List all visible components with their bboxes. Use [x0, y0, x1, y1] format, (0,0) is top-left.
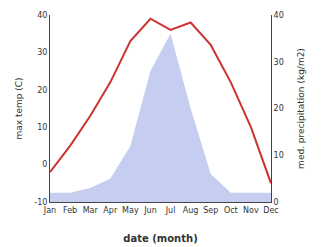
svg-text:10: 10: [274, 151, 284, 160]
svg-text:Jul: Jul: [165, 206, 176, 215]
svg-text:Sep: Sep: [203, 206, 218, 215]
svg-text:40: 40: [274, 11, 284, 20]
svg-text:10: 10: [37, 123, 47, 132]
svg-text:20: 20: [37, 86, 47, 95]
svg-text:Apr: Apr: [103, 206, 118, 215]
svg-text:May: May: [122, 206, 139, 215]
svg-text:Mar: Mar: [83, 206, 99, 215]
svg-text:max temp (C): max temp (C): [14, 77, 24, 139]
svg-text:Nov: Nov: [243, 206, 259, 215]
svg-text:Feb: Feb: [63, 206, 77, 215]
svg-text:Dec: Dec: [263, 206, 278, 215]
svg-text:30: 30: [37, 48, 47, 57]
svg-text:med. precipitation (kg/m2): med. precipitation (kg/m2): [296, 48, 306, 169]
svg-text:-10: -10: [34, 198, 47, 207]
svg-text:Oct: Oct: [224, 206, 238, 215]
svg-text:0: 0: [42, 160, 47, 169]
svg-text:40: 40: [37, 11, 47, 20]
svg-text:Jan: Jan: [43, 206, 56, 215]
svg-text:30: 30: [274, 58, 284, 67]
svg-text:Jun: Jun: [143, 206, 157, 215]
svg-text:0: 0: [274, 198, 279, 207]
svg-text:Aug: Aug: [183, 206, 199, 215]
svg-text:20: 20: [274, 104, 284, 113]
svg-text:date (month): date (month): [123, 233, 197, 244]
